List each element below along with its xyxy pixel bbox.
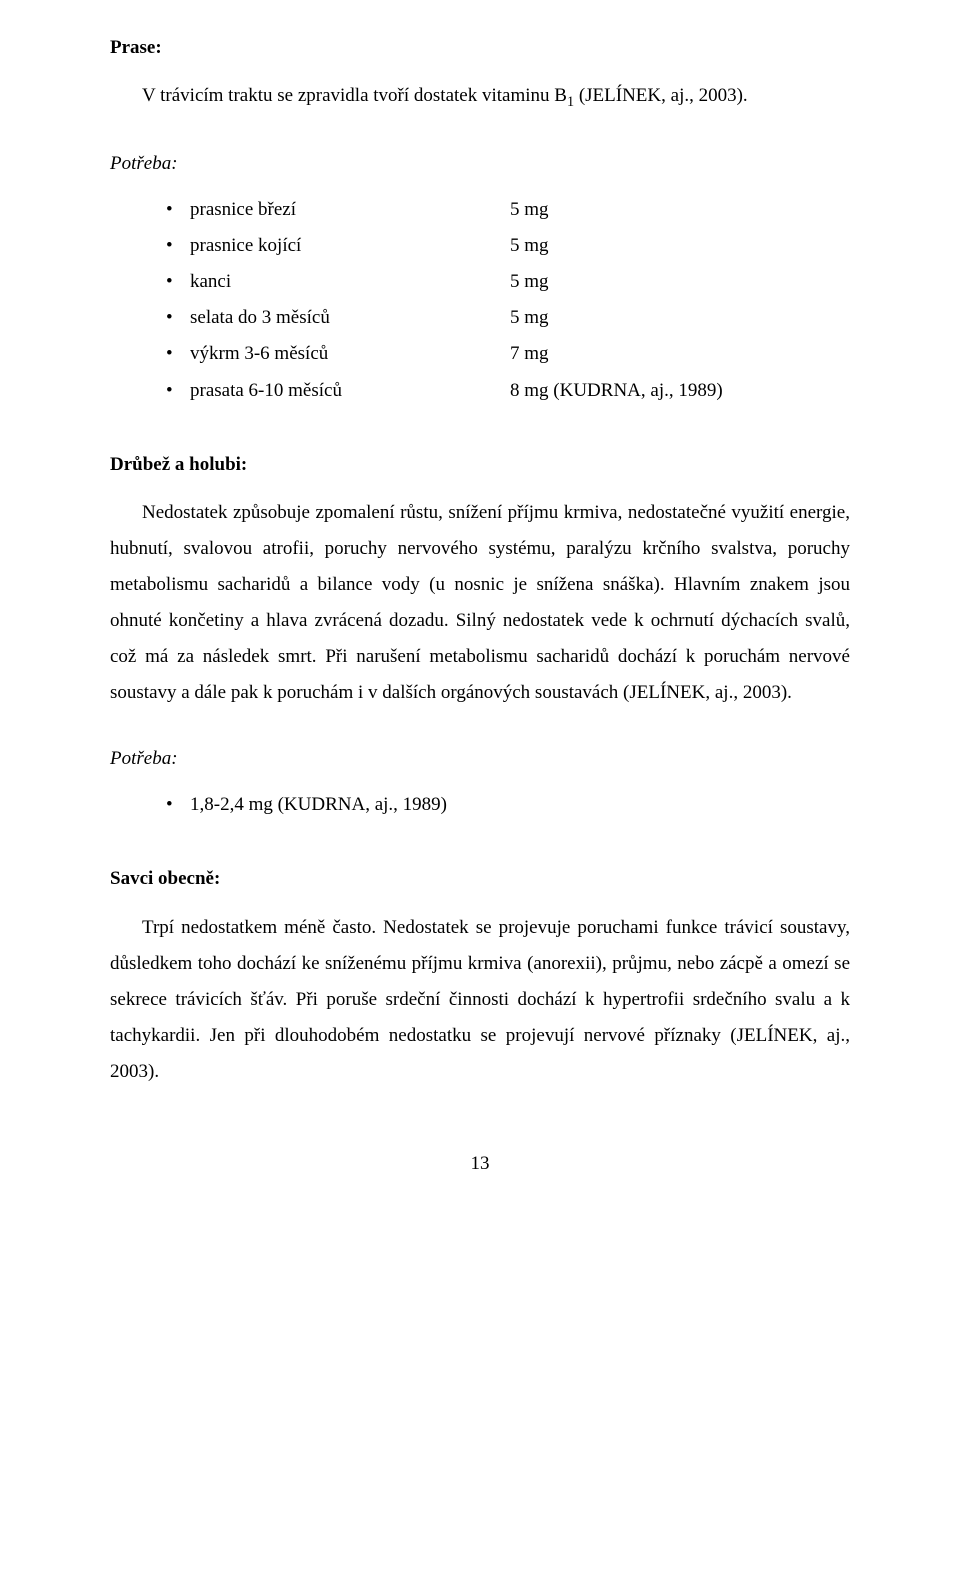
- heading-potreba-2: Potřeba:: [110, 741, 850, 777]
- item-label: kanci: [190, 264, 510, 300]
- list-item: selata do 3 měsíců 5 mg: [166, 300, 850, 336]
- list-item: kanci 5 mg: [166, 264, 850, 300]
- list-item: prasnice březí 5 mg: [166, 192, 850, 228]
- item-label: 1,8-2,4 mg (KUDRNA, aj., 1989): [190, 794, 447, 815]
- item-value: 5 mg: [510, 228, 549, 264]
- bullet-list-potreba-2: 1,8-2,4 mg (KUDRNA, aj., 1989): [166, 787, 850, 823]
- item-value: 5 mg: [510, 300, 549, 336]
- item-label: prasata 6-10 měsíců: [190, 373, 510, 409]
- page-number: 13: [110, 1146, 850, 1182]
- paragraph-drubez: Nedostatek způsobuje zpomalení růstu, sn…: [110, 495, 850, 712]
- list-item: prasnice kojící 5 mg: [166, 228, 850, 264]
- item-value: 7 mg: [510, 336, 549, 372]
- heading-prase: Prase:: [110, 30, 850, 66]
- para-text-head: V trávicím traktu se zpravidla tvoří dos…: [142, 85, 567, 106]
- item-value: 5 mg: [510, 192, 549, 228]
- item-label: prasnice březí: [190, 192, 510, 228]
- paragraph-savci: Trpí nedostatkem méně často. Nedostatek …: [110, 910, 850, 1090]
- paragraph-prase: V trávicím traktu se zpravidla tvoří dos…: [110, 78, 850, 116]
- list-item: 1,8-2,4 mg (KUDRNA, aj., 1989): [166, 787, 850, 823]
- heading-savci: Savci obecně:: [110, 861, 850, 897]
- heading-potreba-1: Potřeba:: [110, 146, 850, 182]
- list-item: prasata 6-10 měsíců 8 mg (KUDRNA, aj., 1…: [166, 373, 850, 409]
- item-label: selata do 3 měsíců: [190, 300, 510, 336]
- subscript-b1: 1: [567, 94, 574, 110]
- para-text-tail: (JELÍNEK, aj., 2003).: [574, 85, 748, 106]
- list-item: výkrm 3-6 měsíců 7 mg: [166, 336, 850, 372]
- item-label: výkrm 3-6 měsíců: [190, 336, 510, 372]
- heading-drubez: Drůbež a holubi:: [110, 447, 850, 483]
- item-value: 8 mg (KUDRNA, aj., 1989): [510, 373, 723, 409]
- item-value: 5 mg: [510, 264, 549, 300]
- bullet-list-potreba-1: prasnice březí 5 mg prasnice kojící 5 mg…: [166, 192, 850, 409]
- item-label: prasnice kojící: [190, 228, 510, 264]
